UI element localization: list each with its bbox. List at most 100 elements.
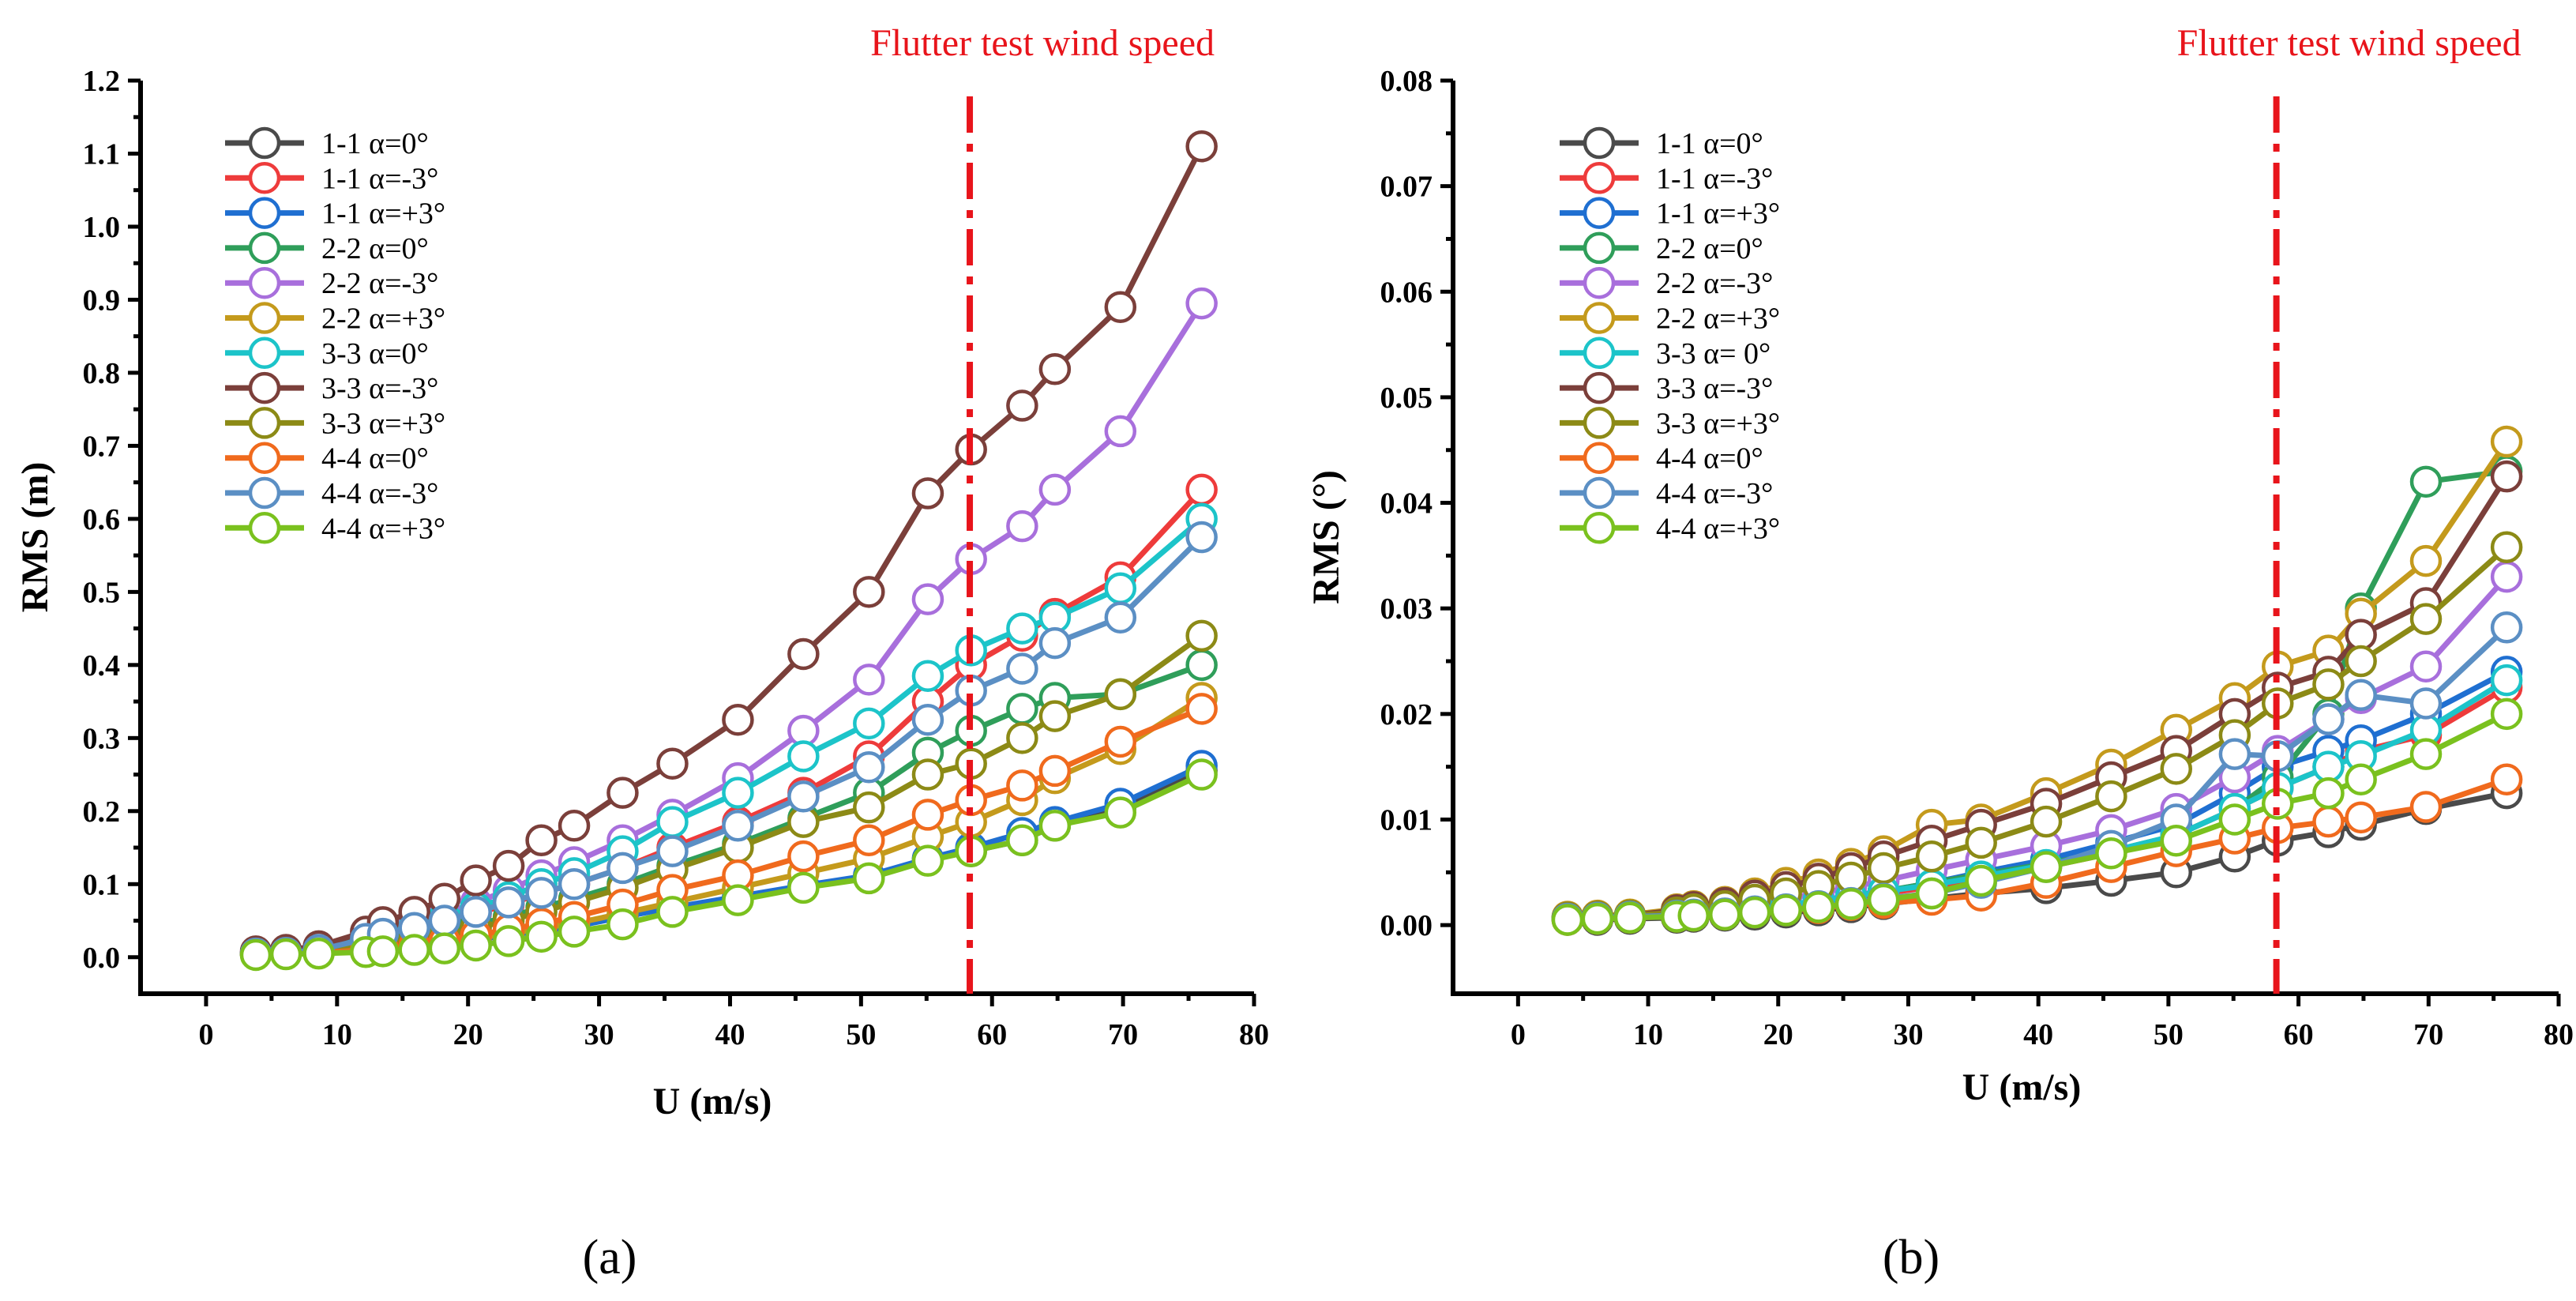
data-point [1006,612,1038,645]
data-point [558,916,591,948]
y-tick-label: 1.0 [83,211,121,244]
x-tick-label: 30 [1893,1018,1923,1051]
data-point [2345,679,2377,712]
data-point [787,871,820,904]
data-point [1581,902,1614,935]
legend-marker [1583,442,1616,474]
series-12 [1551,698,2523,936]
data-point [1038,473,1072,506]
y-tick-label: 0.2 [83,795,121,829]
data-point [2409,603,2443,635]
legend-item: 2-2 α=-3° [225,266,438,300]
legend-marker [1583,476,1616,509]
data-point [1708,898,1741,931]
legend-label: 2-2 α=0° [321,232,429,265]
data-point [2409,791,2443,823]
x-tick-label: 20 [453,1018,483,1051]
y-tick-label: 0.01 [1380,803,1433,837]
data-point [2312,776,2345,810]
x-tick-label: 10 [1633,1018,1663,1051]
data-point [1834,888,1868,920]
data-point [2095,837,2127,870]
data-point [1770,894,1802,927]
data-point [911,583,944,615]
data-point [558,810,591,842]
legend-item: 2-2 α=0° [225,231,429,265]
data-point [656,896,689,928]
legend-label: 4-4 α=0° [321,442,429,476]
legend-item: 2-2 α=+3° [1560,302,1780,336]
y-axis-title: RMS (°) [1305,470,1347,604]
data-point [1185,619,1218,652]
legend-item: 3-3 α=0° [225,337,429,370]
legend-marker [248,371,281,404]
data-point [460,896,492,928]
data-point [492,925,525,957]
data-point [1038,700,1072,732]
data-point [722,776,754,809]
data-point [1006,824,1038,857]
data-point [2490,560,2523,593]
data-point [492,849,525,882]
legend-marker [248,266,281,299]
data-point [2490,664,2523,697]
x-tick-label: 0 [198,1018,213,1051]
data-point [787,780,820,813]
data-point [428,904,461,937]
data-point [1006,693,1038,725]
x-tick-label: 20 [1763,1018,1793,1051]
legend: 1-1 α=0°1-1 α=-3°1-1 α=+3°2-2 α=0°2-2 α=… [225,126,445,545]
legend-item: 4-4 α=+3° [1560,512,1780,545]
legend-item: 3-3 α=-3° [225,371,438,405]
data-point [1802,891,1835,923]
data-point [911,477,944,509]
legend-item: 3-3 α=+3° [1560,407,1780,440]
x-tick-label: 30 [584,1018,614,1051]
legend-item: 3-3 α=-3° [1560,371,1773,405]
data-point [606,908,639,941]
data-point [722,884,754,916]
data-point [1038,353,1072,385]
legend-label: 3-3 α=-3° [321,372,438,405]
data-point [1038,754,1072,788]
data-point [2490,531,2523,563]
legend-item: 4-4 α=-3° [1560,476,1773,510]
data-point [2490,425,2523,458]
data-point [2409,687,2443,720]
x-tick-label: 70 [2413,1018,2443,1051]
data-point [1185,649,1218,682]
data-point [656,806,689,838]
data-point [1677,899,1710,932]
data-point [1915,877,1948,910]
legend-item: 1-1 α=0° [1560,126,1763,160]
legend-label: 3-3 α= 0° [1656,337,1771,370]
data-point [1185,693,1218,725]
series-12 [239,758,1218,972]
x-tick-label: 10 [322,1018,352,1051]
legend-label: 4-4 α=+3° [1656,512,1780,545]
data-point [2409,738,2443,770]
legend-label: 2-2 α=-3° [321,267,438,300]
legend-item: 4-4 α=0° [225,442,429,476]
legend-marker [248,162,281,194]
flutter-speed-label: Flutter test wind speed [870,22,1215,64]
data-point [787,637,820,671]
y-tick-label: 0.06 [1380,276,1433,309]
data-point [1867,883,1900,916]
legend-marker [248,231,281,265]
data-point [1185,473,1218,506]
data-point [398,934,430,966]
panel-b: 0 10 20 30 40 50 60 70 80 0.00 0.01 0.02 0.03 0.04 0.0… [1305,22,2574,1284]
y-axis-title: RMS (m) [14,462,56,613]
legend-item: 1-1 α=0° [225,126,429,160]
y-tick-label: 0.1 [83,868,121,901]
x-tick-label: 50 [2154,1018,2184,1051]
y-tick-label: 0.7 [83,430,121,463]
data-point [1006,389,1038,422]
legend-marker [248,197,281,229]
legend-item: 1-1 α=-3° [225,162,438,195]
panel-a: 0 10 20 30 40 50 60 70 80 0.0 0.1 0.2 0.3 0.4 0.5 0.6 0.… [14,22,1269,1284]
data-point [1104,572,1137,604]
panel-label: (b) [1883,1231,1940,1284]
legend-marker [248,407,281,439]
